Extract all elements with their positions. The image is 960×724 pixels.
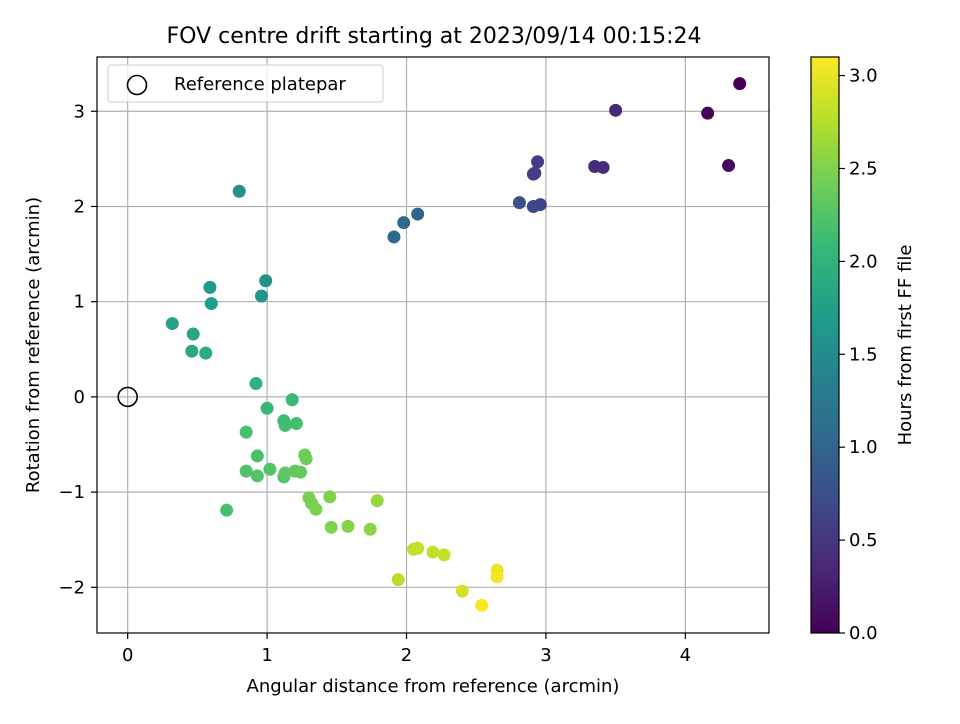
scatter-point [250,469,264,483]
plot-frame [96,56,770,634]
reference-point-marker [117,386,138,408]
x-axis-ticks: 0 1 2 3 4 [122,633,691,666]
colorbar-label: Hours from first FF file [895,245,916,446]
colorbar-tick-label: 0.5 [849,530,878,551]
scatter-point [185,344,199,358]
scatter-point [411,541,425,555]
y-axis-ticks: −2 −1 0 1 2 3 [58,101,97,598]
x-tick-label: 2 [401,645,412,666]
scatter-point [370,494,384,508]
scatter-point [204,297,218,311]
colorbar-ticks: 0.0 0.5 1.0 1.5 2.0 2.5 3.0 [839,66,878,644]
legend: Reference platepar [107,64,384,103]
y-tick-label: 3 [74,101,85,122]
scatter-point [263,462,277,476]
scatter-point [391,573,405,587]
scatter-point [426,545,440,559]
colorbar-tick-label: 3.0 [849,66,878,87]
scatter-point [259,274,273,288]
scatter-point [239,425,253,439]
y-tick-label: 2 [74,196,85,217]
colorbar-tick-label: 1.5 [849,344,878,365]
y-tick-label: −2 [58,577,85,598]
scatter-point [255,289,269,303]
scatter-point [250,449,264,463]
scatter-point [411,207,425,221]
scatter-point [387,230,401,244]
legend-marker [126,74,148,96]
colorbar-tick-label: 2.0 [849,251,878,272]
colorbar: 0.0 0.5 1.0 1.5 2.0 2.5 3.0 Hours from first F… [810,56,916,644]
scatter-point [512,196,526,210]
colorbar-gradient [810,56,840,634]
legend-box [107,64,384,103]
scatter-point [455,584,469,598]
scatter-point [220,503,234,517]
y-tick-label: −1 [58,482,85,503]
colorbar-tick-label: 2.5 [849,158,878,179]
x-tick-label: 3 [540,645,551,666]
scatter-point [324,520,338,534]
scatter-point [294,465,308,479]
scatter-point [186,327,200,341]
scatter-point [609,103,623,117]
scatter-point [722,159,736,173]
colorbar-tick-label: 1.0 [849,437,878,458]
scatter-point [437,548,451,562]
scatter-point [323,490,337,504]
scatter-point [239,464,253,478]
scatter-point [701,106,715,120]
scatter-point [289,417,303,431]
x-tick-label: 4 [680,645,691,666]
scatter-point [363,522,377,536]
scatter-point [232,184,246,198]
grid-lines [97,57,769,633]
scatter-point [526,167,540,181]
scatter-point [278,466,292,480]
axes [96,56,770,634]
x-axis-label: Angular distance from reference (arcmin) [247,676,620,697]
colorbar-tick-label: 0.0 [849,623,878,644]
scatter-point [475,598,489,612]
scatter-point [733,77,747,91]
scatter-point [249,377,263,391]
scatter-point [278,418,292,432]
scatter-point [309,502,323,516]
scatter-point [526,199,540,213]
scatter-point [397,216,411,230]
x-tick-label: 1 [261,645,272,666]
scatter-point [165,317,179,331]
scatter-point [341,519,355,533]
scatter-point [203,280,217,294]
y-tick-label: 1 [74,292,85,313]
x-tick-label: 0 [122,645,133,666]
legend-label: Reference platepar [174,74,346,95]
y-tick-label: 0 [74,387,85,408]
chart-title: FOV centre drift starting at 2023/09/14 … [167,24,702,49]
scatter-point [490,570,504,584]
scatter-point [285,393,299,407]
scatter-points [165,77,747,612]
scatter-point [299,452,313,466]
y-axis-label: Rotation from reference (arcmin) [23,197,44,493]
scatter-point [596,160,610,174]
scatter-point [531,155,545,169]
scatter-point [199,346,213,360]
scatter-point [260,401,274,415]
